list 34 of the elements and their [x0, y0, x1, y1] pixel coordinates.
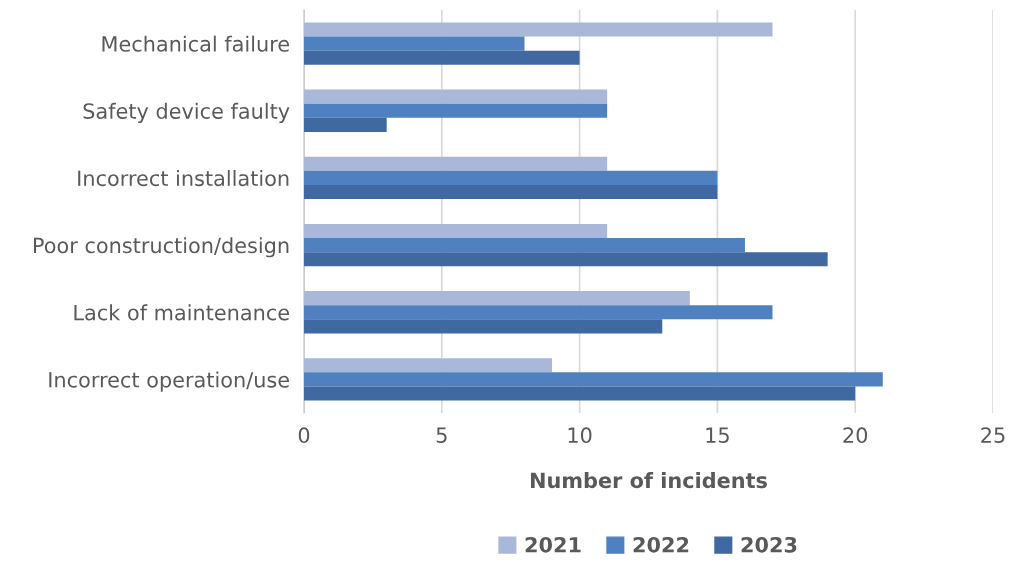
x-tick-label: 10 — [568, 427, 592, 444]
x-tick-label: 20 — [843, 427, 868, 444]
y-tick-label: Incorrect installation — [78, 170, 289, 187]
x-tick-label: 0 — [298, 427, 310, 444]
x-tick-label: 25 — [981, 427, 1005, 444]
bar — [304, 319, 663, 334]
bar — [304, 358, 553, 373]
y-tick-label: Lack of maintenance — [74, 304, 289, 321]
bar — [304, 386, 856, 401]
legend-label: 2021 — [525, 536, 581, 553]
x-tick-label: 15 — [706, 427, 729, 444]
bar — [304, 103, 608, 118]
bar — [304, 170, 718, 185]
y-tick-label: Safety device faulty — [83, 102, 290, 123]
bar — [304, 372, 883, 387]
bar — [304, 252, 828, 267]
bar — [304, 50, 580, 65]
bar — [304, 305, 773, 320]
y-tick-label: Incorrect operation/use — [49, 371, 289, 392]
x-axis-title: Number of incidents — [530, 472, 767, 489]
bar — [304, 223, 608, 239]
bar — [304, 238, 745, 253]
y-tick-label: Poor construction/design — [33, 237, 289, 258]
y-tick-label: Mechanical failure — [102, 35, 289, 52]
bar — [304, 184, 718, 200]
bar — [304, 291, 690, 306]
bar — [304, 22, 773, 37]
bar — [304, 117, 387, 132]
legend-label: 2023 — [741, 536, 797, 553]
x-tick-label: 5 — [436, 427, 447, 444]
bar — [304, 36, 525, 51]
bar — [304, 89, 608, 104]
legend-label: 2022 — [633, 536, 689, 553]
bar — [304, 156, 608, 171]
